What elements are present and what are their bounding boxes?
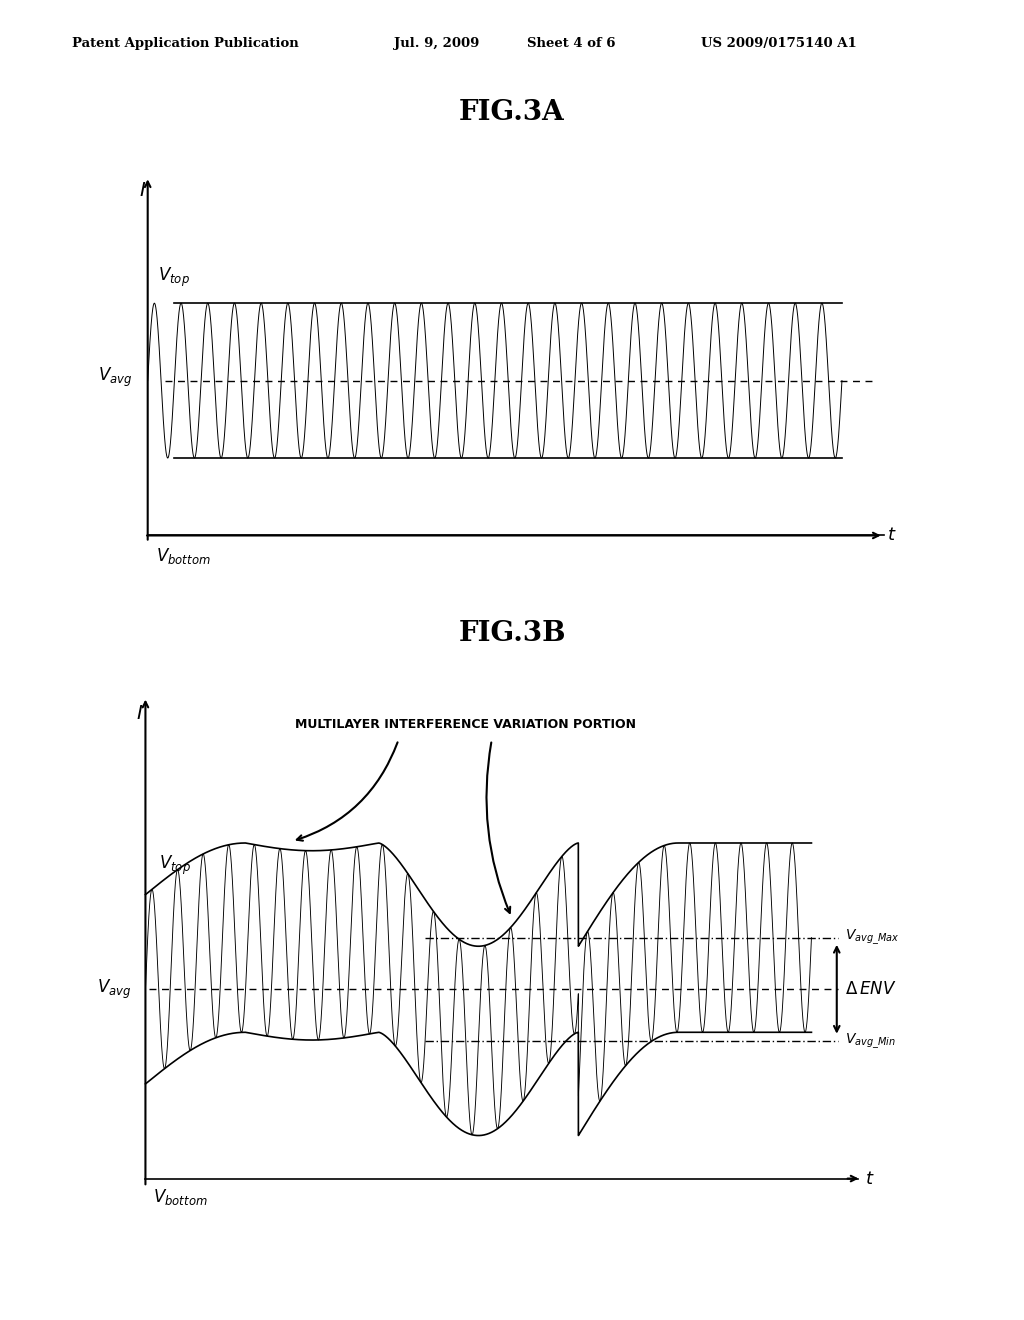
Text: MULTILAYER INTERFERENCE VARIATION PORTION: MULTILAYER INTERFERENCE VARIATION PORTIO… bbox=[295, 718, 636, 731]
Text: $V_{top}$: $V_{top}$ bbox=[159, 854, 190, 878]
Text: $t$: $t$ bbox=[864, 1170, 874, 1188]
Text: $I$: $I$ bbox=[139, 182, 146, 199]
Text: $V_{avg\_Max}$: $V_{avg\_Max}$ bbox=[845, 928, 899, 948]
Text: $\Delta\,ENV$: $\Delta\,ENV$ bbox=[845, 981, 896, 998]
Text: $V_{top}$: $V_{top}$ bbox=[158, 265, 190, 289]
Text: $t$: $t$ bbox=[887, 527, 897, 544]
Text: FIG.3A: FIG.3A bbox=[459, 99, 565, 125]
Text: Sheet 4 of 6: Sheet 4 of 6 bbox=[527, 37, 615, 50]
Text: $V_{bottom}$: $V_{bottom}$ bbox=[156, 546, 211, 566]
Text: US 2009/0175140 A1: US 2009/0175140 A1 bbox=[701, 37, 857, 50]
Text: $V_{avg}$: $V_{avg}$ bbox=[97, 978, 132, 1001]
Text: Patent Application Publication: Patent Application Publication bbox=[72, 37, 298, 50]
Text: $I$: $I$ bbox=[136, 705, 143, 723]
Text: $V_{avg\_Min}$: $V_{avg\_Min}$ bbox=[845, 1031, 896, 1051]
Text: $V_{bottom}$: $V_{bottom}$ bbox=[154, 1187, 208, 1208]
Text: $V_{avg}$: $V_{avg}$ bbox=[97, 366, 132, 388]
Text: Jul. 9, 2009: Jul. 9, 2009 bbox=[394, 37, 479, 50]
Text: FIG.3B: FIG.3B bbox=[459, 620, 565, 647]
